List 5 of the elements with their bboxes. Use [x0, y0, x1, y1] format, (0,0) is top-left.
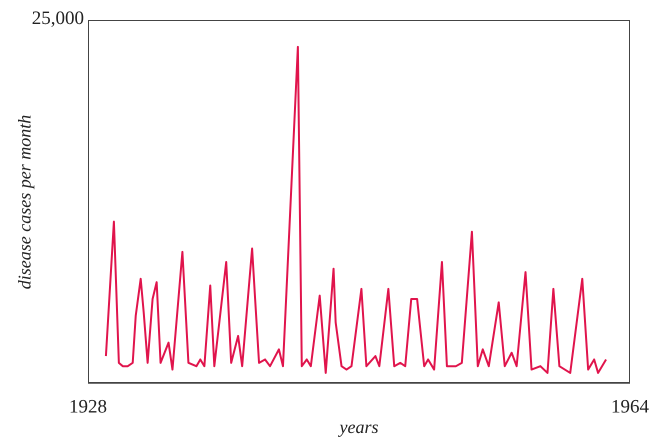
x-axis-title: years	[338, 417, 378, 437]
y-axis-title: disease cases per month	[14, 114, 36, 289]
x-tick-label: 1928	[69, 396, 107, 418]
x-tick-label: 1964	[611, 396, 650, 418]
text: 25,000	[30, 8, 84, 30]
